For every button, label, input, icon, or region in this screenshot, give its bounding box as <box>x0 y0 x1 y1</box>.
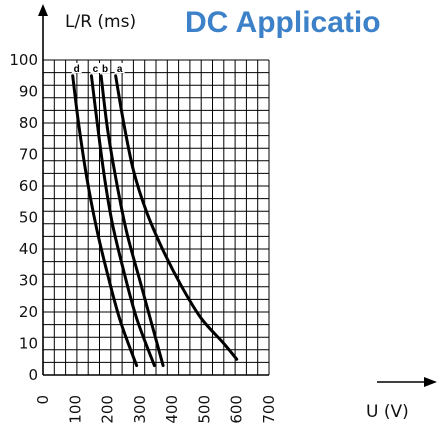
x-tick-label: 400 <box>163 395 181 424</box>
series-label-bg-c <box>90 63 101 73</box>
series-label-d: d <box>74 64 80 75</box>
x-tick-label: 0 <box>34 395 52 405</box>
y-tick-label: 20 <box>19 303 38 321</box>
x-tick-label: 200 <box>99 395 117 424</box>
tick-labels: 0 10 20 30 40 50 60 70 80 90 100 0 100 200 300 400 500 60… <box>9 51 278 424</box>
series-line-b <box>99 74 165 368</box>
x-tick-label: 600 <box>228 395 246 424</box>
x-axis-label: U (V) <box>366 402 409 422</box>
series-label-b: b <box>102 64 108 75</box>
series-label-bg-a <box>114 63 125 73</box>
y-tick-label: 70 <box>19 146 38 164</box>
y-tick-label: 80 <box>19 114 38 132</box>
series-line-a <box>114 74 239 361</box>
y-axis-arrow-icon <box>38 4 48 16</box>
y-tick-label: 0 <box>28 366 38 384</box>
series-line-d <box>71 74 139 368</box>
series-line-c <box>89 74 156 368</box>
y-tick-label: 60 <box>19 177 38 195</box>
curves: abc d <box>71 63 239 368</box>
grid <box>42 59 270 376</box>
x-tick-label: 300 <box>131 395 149 424</box>
x-tick-label: 100 <box>66 395 84 424</box>
chart-title: DC Applicatio <box>185 6 381 39</box>
y-tick-label: 40 <box>19 240 38 258</box>
series-label-c: c <box>93 64 99 75</box>
y-tick-label: 30 <box>19 272 38 290</box>
y-tick-label: 10 <box>19 335 38 353</box>
y-tick-label: 100 <box>9 51 38 69</box>
series-label-bg-d <box>71 63 82 73</box>
series-label-a: a <box>117 64 123 75</box>
x-tick-label: 500 <box>195 395 213 424</box>
x-axis-arrow-icon <box>424 377 437 387</box>
series-label-bg-b <box>100 63 111 73</box>
axes <box>38 4 437 387</box>
y-tick-label: 50 <box>19 209 38 227</box>
y-axis-label: L/R (ms) <box>65 12 136 32</box>
y-tick-label: 90 <box>19 83 38 101</box>
x-tick-label: 700 <box>260 395 278 424</box>
